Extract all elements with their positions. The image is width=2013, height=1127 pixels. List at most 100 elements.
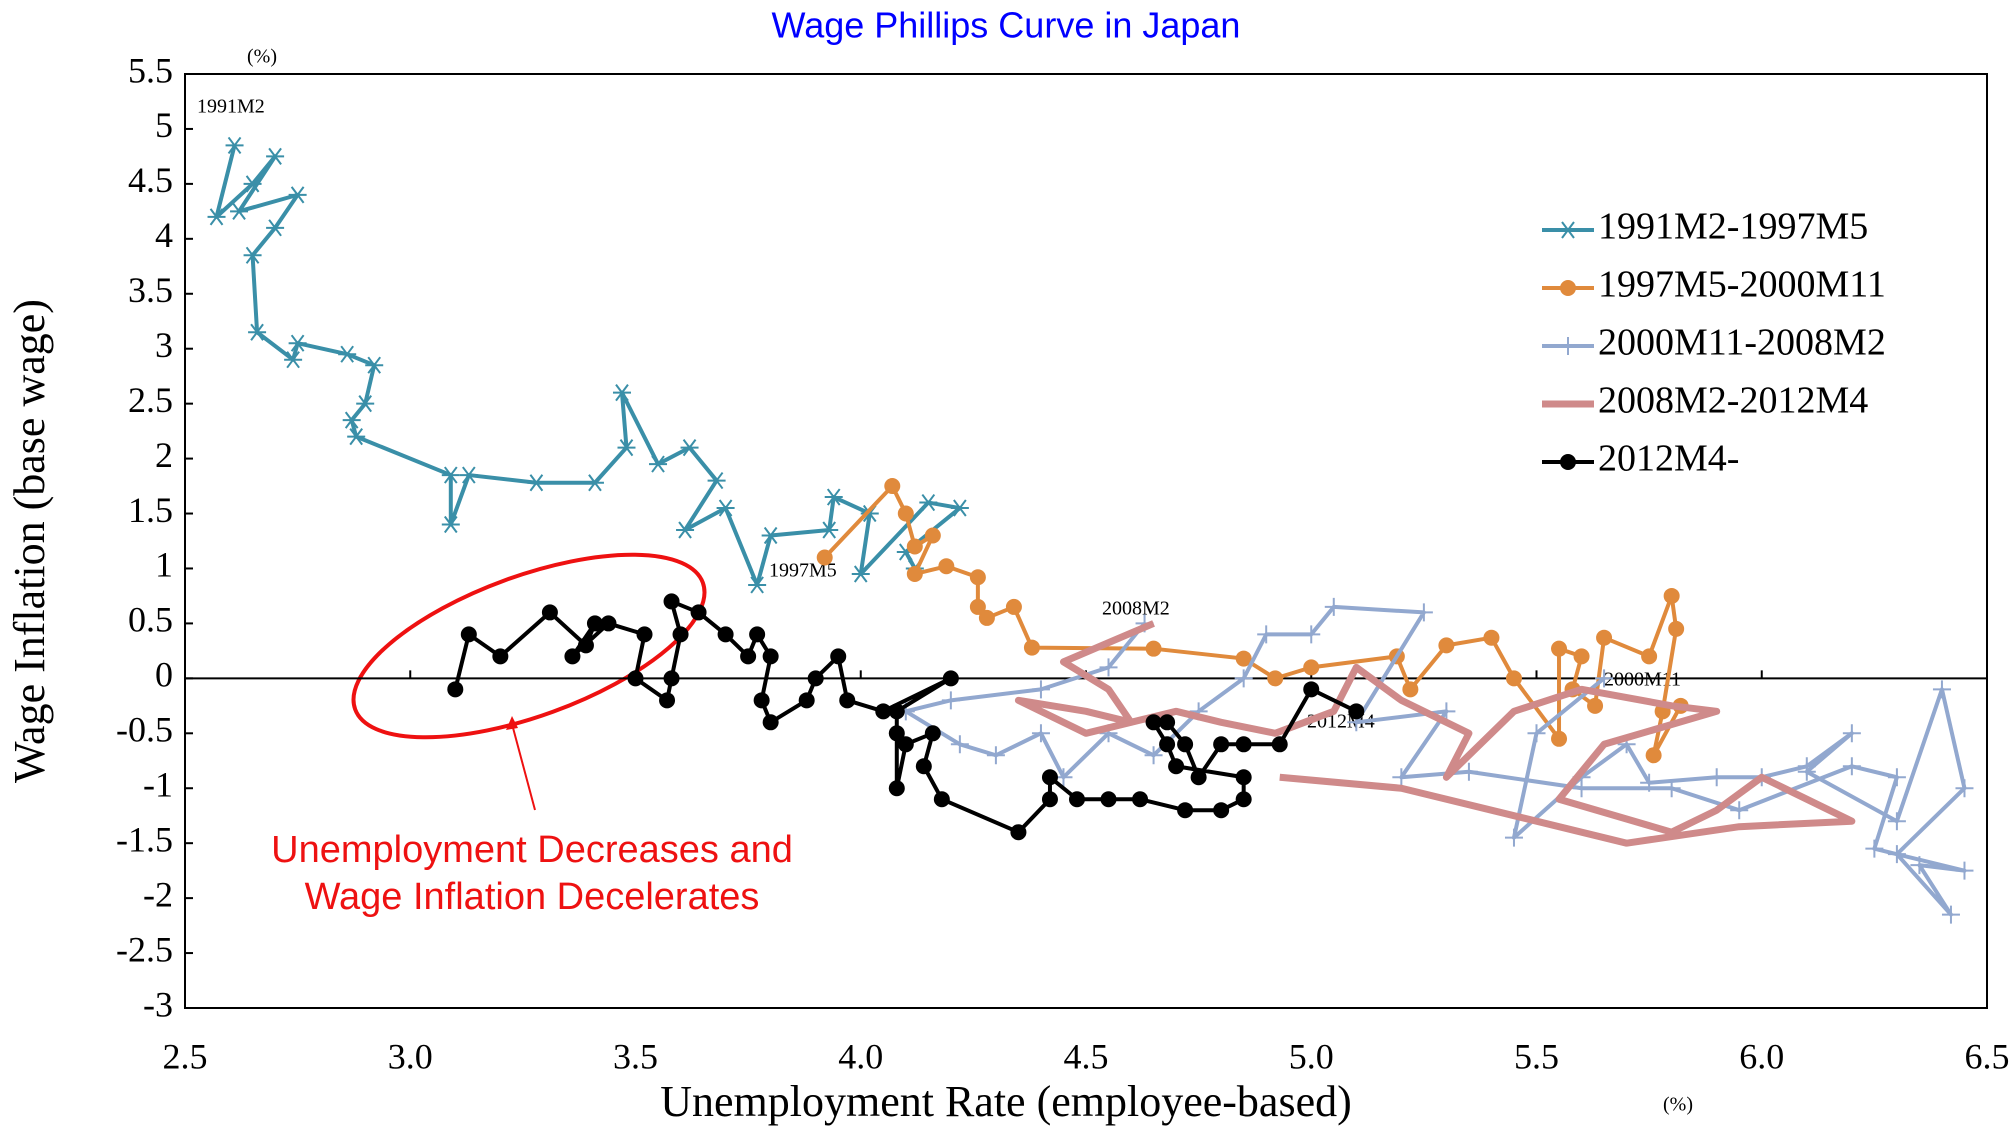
series-line	[214, 144, 962, 587]
legend-label: 2008M2-2012M4	[1598, 380, 1868, 422]
marker	[1132, 791, 1149, 808]
marker	[1031, 724, 1050, 743]
y-tick-label: -1.5	[116, 819, 173, 859]
y-tick-label: -2	[143, 874, 173, 914]
marker	[447, 681, 464, 698]
x-tick-label: 2.5	[163, 1036, 208, 1076]
marker	[1099, 658, 1118, 677]
marker	[600, 615, 617, 632]
marker	[906, 565, 923, 582]
marker	[441, 515, 460, 534]
marker	[1324, 597, 1343, 616]
point-label: 1997M5	[769, 560, 837, 582]
marker	[1955, 861, 1974, 880]
x-tick-label: 4.5	[1064, 1036, 1109, 1076]
x-tick-label: 4.0	[838, 1036, 883, 1076]
arrow-head	[506, 716, 518, 730]
y-tick-label: 2.5	[128, 380, 173, 420]
marker	[950, 735, 969, 754]
legend-marker	[1559, 221, 1577, 239]
marker	[243, 175, 262, 193]
marker	[248, 323, 267, 341]
annotation: Wage Inflation Decelerates	[305, 876, 760, 918]
marker	[1551, 640, 1568, 657]
marker	[1668, 620, 1685, 637]
marker	[1842, 724, 1861, 743]
marker	[1797, 762, 1816, 781]
y-tick-label: 0.5	[128, 600, 173, 640]
marker	[288, 334, 307, 352]
marker	[1662, 779, 1681, 798]
marker	[1459, 762, 1478, 781]
marker	[1504, 828, 1523, 847]
marker	[897, 736, 914, 753]
x-unit: (%)	[1663, 1094, 1693, 1116]
marker	[906, 538, 923, 555]
marker	[1572, 779, 1591, 798]
marker	[875, 703, 892, 720]
marker	[460, 626, 477, 643]
marker	[1041, 769, 1058, 786]
marker	[1159, 736, 1176, 753]
marker	[1303, 659, 1320, 676]
marker	[342, 411, 361, 429]
arrow-line	[511, 723, 536, 811]
point-label: 2008M2	[1102, 598, 1170, 620]
marker	[1023, 639, 1040, 656]
y-tick-label: 4	[155, 215, 173, 255]
marker	[564, 648, 581, 665]
marker	[1730, 801, 1749, 820]
marker	[1271, 736, 1288, 753]
x-tick-label: 6.5	[1965, 1036, 2010, 1076]
marker	[1437, 702, 1456, 721]
highlight-ellipse	[351, 552, 707, 740]
marker	[1177, 736, 1194, 753]
marker	[676, 521, 695, 539]
marker	[941, 691, 960, 710]
point-label: 2000M11	[1604, 669, 1681, 691]
marker	[933, 791, 950, 808]
legend-label: 2000M11-2008M2	[1598, 322, 1886, 364]
marker	[356, 395, 375, 413]
marker	[1955, 779, 1974, 798]
marker	[1005, 598, 1022, 615]
marker	[1932, 680, 1951, 699]
marker	[884, 478, 901, 495]
marker	[978, 609, 995, 626]
legend-marker	[1560, 454, 1576, 470]
marker	[888, 703, 905, 720]
marker	[1527, 724, 1546, 743]
marker	[1031, 680, 1050, 699]
marker	[1842, 757, 1861, 776]
marker	[338, 345, 357, 363]
marker	[1235, 650, 1252, 667]
y-tick-label: -3	[143, 984, 173, 1024]
x-tick-label: 5.5	[1514, 1036, 1559, 1076]
marker	[225, 136, 244, 155]
y-tick-label: 0	[155, 655, 173, 695]
marker	[888, 725, 905, 742]
marker	[1213, 802, 1230, 819]
marker	[1941, 905, 1960, 924]
marker	[897, 505, 914, 522]
marker	[1159, 714, 1176, 731]
marker	[1640, 773, 1659, 792]
x-tick-label: 3.5	[613, 1036, 658, 1076]
marker	[1887, 845, 1906, 864]
marker	[459, 466, 478, 484]
marker	[1641, 648, 1658, 665]
marker	[1145, 714, 1162, 731]
marker	[1587, 697, 1604, 714]
series-line	[823, 484, 1683, 758]
marker	[1910, 856, 1929, 875]
marker	[1887, 812, 1906, 831]
y-tick-label: 4.5	[128, 160, 173, 200]
marker	[1551, 730, 1568, 747]
marker	[717, 626, 734, 643]
marker	[1302, 625, 1321, 644]
marker	[1234, 669, 1253, 688]
marker	[1213, 736, 1230, 753]
y-unit: (%)	[247, 46, 277, 68]
marker	[649, 455, 668, 473]
marker	[1168, 758, 1185, 775]
